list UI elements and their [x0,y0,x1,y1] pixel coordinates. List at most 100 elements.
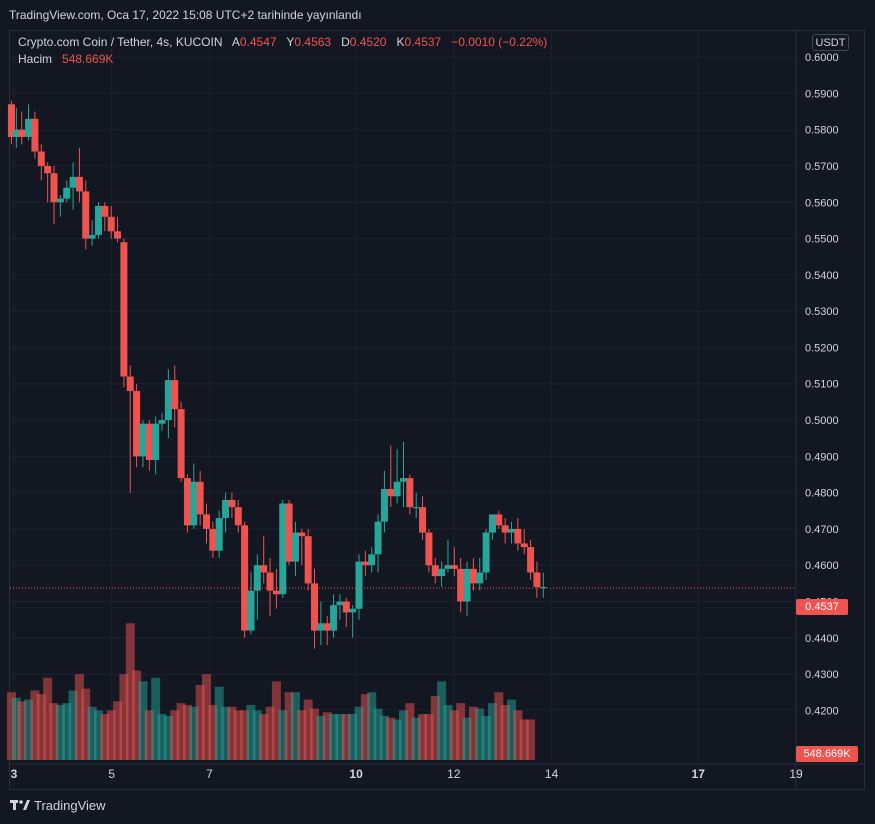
candle-body [533,572,541,588]
publish-header: TradingView.com, Oca 17, 2022 15:08 UTC+… [0,0,875,30]
volume-bar [246,704,256,760]
volume-bar [405,703,415,760]
candle-body [412,507,420,509]
candle-body [272,590,280,595]
candle-body [164,380,172,421]
volume-bar [202,674,211,760]
candle-body [361,561,369,566]
close-value: 0.4537 [404,35,442,49]
volume-bar [297,710,307,760]
open-label: A [231,35,240,49]
volume-bar [157,714,167,760]
candle-body [107,216,115,232]
candle-body [7,104,15,137]
volume-bar [519,719,529,760]
candle-body [69,176,77,188]
candle-body [133,391,141,457]
volume-bar [55,704,65,760]
currency-button[interactable]: USDT [812,34,849,51]
volume-bar [259,714,269,760]
publish-info: TradingView.com, Oca 17, 2022 15:08 UTC+… [9,8,362,22]
volume-bar [373,708,383,760]
close-label: K [396,35,405,49]
candle-body [311,583,319,631]
volume-bar [481,715,491,760]
candle-body [139,423,147,457]
volume-bar [138,681,148,760]
candle-body [431,565,439,577]
candle-body [234,507,242,526]
volume-bar [418,714,428,760]
volume-bar [494,692,504,760]
y-tick-label: 0.4900 [805,451,839,463]
volume-bar [507,699,517,760]
y-tick-label: 0.4300 [805,669,839,681]
volume-bar [208,704,218,760]
candle-body [539,587,547,589]
volume-bar [284,692,294,760]
volume-bar [170,710,180,760]
candle-body [190,481,198,526]
volume-bar [329,714,339,760]
candle-body [158,420,166,424]
volume-bar [240,710,250,760]
candle-body [183,478,191,526]
candle-body [253,565,261,591]
volume-bar [119,674,129,760]
candle-body [450,565,458,569]
volume-value: 548.669K [62,52,114,66]
candle-body [488,514,496,533]
volume-bar [513,710,523,760]
candle-body [349,608,357,613]
candle-body [94,205,102,235]
high-value: 0.4563 [294,35,332,49]
volume-bar [367,692,377,760]
volume-bar [386,717,396,760]
candle-body [215,518,223,551]
volume-bar [106,710,116,760]
volume-bar [303,699,313,760]
volume-bar [424,714,434,760]
y-tick-label: 0.4200 [805,705,839,717]
candle-body [342,601,350,613]
candle-body [12,129,20,137]
candle-body [508,528,516,533]
symbol-name: Crypto.com Coin / Tether, 4s, KUCOIN [18,35,223,49]
volume-bar [335,714,345,760]
volume-bar [354,706,364,760]
y-tick-label: 0.5600 [805,197,839,209]
candle-body [203,514,210,529]
volume-bar [176,703,186,760]
volume-bar [189,706,199,760]
y-tick-label: 0.4400 [805,633,839,645]
volume-bar [437,681,447,760]
volume-bar [113,701,123,760]
volume-bar [100,714,110,760]
candle-body [514,528,522,544]
candle-body [393,481,401,497]
symbol-legend: Crypto.com Coin / Tether, 4s, KUCOIN A 0.… [18,35,547,49]
y-tick-label: 0.5000 [805,415,839,427]
candle-body [50,173,58,203]
candle-body [463,568,471,602]
candle-body [247,590,255,631]
volume-bar [252,710,262,760]
candle-body [425,532,433,566]
y-tick-label: 0.4800 [805,488,839,500]
candle-body [457,568,465,602]
volume-bar [392,719,402,760]
candle-body [399,478,407,482]
volume-bar [144,710,154,760]
candle-body [298,532,306,537]
candle-body [152,423,160,460]
volume-bar [221,706,231,760]
volume-bar [443,704,453,760]
candle-body [476,572,484,584]
candle-body [368,554,376,566]
candle-body [374,521,382,555]
x-tick-label: 14 [545,767,559,781]
volume-bar [322,712,332,760]
candle-body [336,601,344,606]
volume-bar [132,670,142,760]
